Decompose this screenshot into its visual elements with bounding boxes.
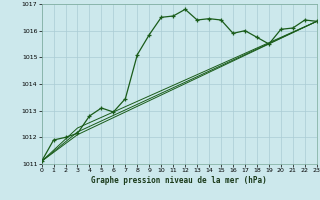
X-axis label: Graphe pression niveau de la mer (hPa): Graphe pression niveau de la mer (hPa) [91, 176, 267, 185]
